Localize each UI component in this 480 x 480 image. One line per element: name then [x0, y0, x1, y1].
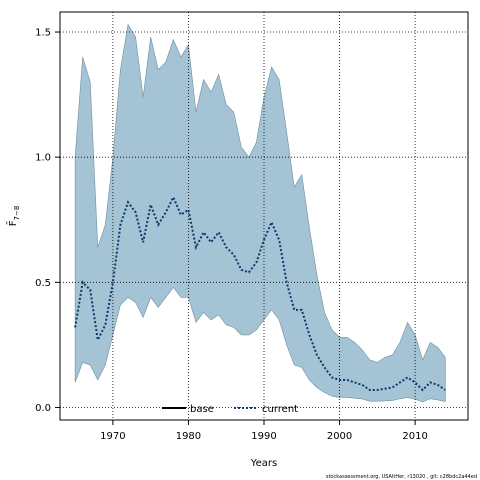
series-current-point [399, 381, 401, 383]
series-current-line [74, 194, 446, 392]
series-current-point [270, 221, 272, 223]
series-current-point [437, 384, 439, 386]
y-tick-label-1.0: 1.0 [35, 153, 51, 164]
confidence-band [74, 23, 446, 403]
series-current-point [119, 224, 121, 226]
series-current-point [361, 384, 363, 386]
series-current-point [74, 326, 76, 328]
series-current-point [346, 379, 348, 381]
series-current-point [248, 271, 250, 273]
series-current-point [89, 289, 91, 291]
y-axis-title-subscript: 7−8 [13, 206, 21, 221]
confidence-band-layer [74, 23, 446, 403]
series-current-point [172, 196, 174, 198]
x-tick-label-1970: 1970 [100, 431, 125, 442]
series-current-point [444, 389, 446, 391]
series-current-point [240, 269, 242, 271]
series-current-point [97, 339, 99, 341]
series-current-point [225, 246, 227, 248]
series-current-point [331, 376, 333, 378]
series-current-point [369, 389, 371, 391]
line-layer [74, 194, 446, 392]
series-current-point [255, 261, 257, 263]
series-current-point [104, 324, 106, 326]
series-current-point [293, 309, 295, 311]
series-current-point [301, 309, 303, 311]
legend-current-label: current [262, 404, 298, 415]
series-current-point [157, 224, 159, 226]
series-current-point [278, 239, 280, 241]
tick-layer: 1970 1980 1990 2000 2010 0.0 0.5 1.0 1.5 [35, 28, 428, 442]
series-current-point [112, 281, 114, 283]
series-current-point [429, 381, 431, 383]
x-tick-label-1990: 1990 [251, 431, 276, 442]
series-current-point [414, 381, 416, 383]
series-current-point [308, 334, 310, 336]
series-current-point [338, 379, 340, 381]
x-axis-title: Years [250, 458, 277, 469]
y-axis-title: F̄7−8 [6, 206, 21, 227]
y-tick-label-0.0: 0.0 [35, 403, 51, 414]
series-current-point [142, 241, 144, 243]
legend-base-label: base [190, 404, 214, 415]
y-axis-title-text: F̄7−8 [6, 206, 21, 227]
series-current-point [323, 366, 325, 368]
series-current-point [406, 376, 408, 378]
y-tick-label-1.5: 1.5 [35, 28, 51, 39]
series-current-point [165, 211, 167, 213]
series-current-point [202, 231, 204, 233]
series-current-point [134, 211, 136, 213]
grid-layer [60, 12, 468, 420]
source-caption: stockassessment.org, USAltHer, r13020 , … [326, 474, 477, 480]
series-current-point [421, 389, 423, 391]
series-current-point [384, 388, 386, 390]
x-tick-label-2010: 2010 [402, 431, 427, 442]
x-tick-label-1980: 1980 [176, 431, 201, 442]
legend: base current [162, 404, 298, 415]
series-current-point [353, 381, 355, 383]
series-current-point [195, 246, 197, 248]
series-current-point [263, 239, 265, 241]
series-current-point [210, 241, 212, 243]
y-tick-label-0.5: 0.5 [35, 278, 51, 289]
series-current-point [233, 254, 235, 256]
series-current-point [180, 214, 182, 216]
series-current-point [81, 281, 83, 283]
series-current-point [391, 386, 393, 388]
series-current-point [217, 231, 219, 233]
series-current-point [316, 354, 318, 356]
series-current-point [187, 209, 189, 211]
x-tick-label-2000: 2000 [327, 431, 352, 442]
series-current-point [149, 204, 151, 206]
series-current-point [285, 281, 287, 283]
y-axis-title-main: F̄ [6, 220, 19, 226]
series-current-point [127, 201, 129, 203]
series-current-point [376, 389, 378, 391]
